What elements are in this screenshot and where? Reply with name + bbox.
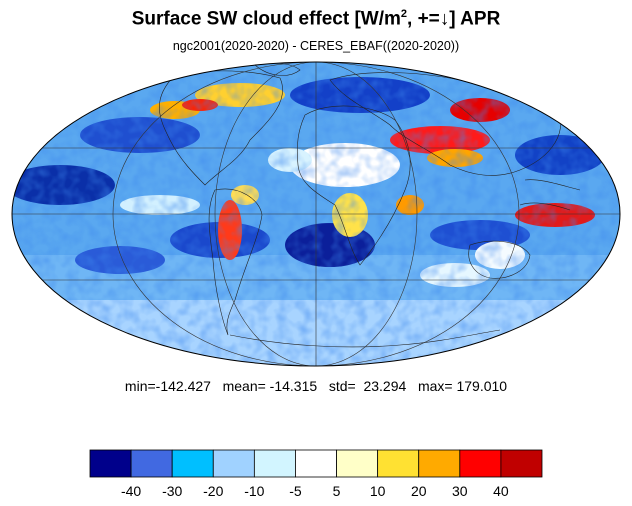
colorbar-tick-label: 20 <box>411 483 427 499</box>
colorbar-box <box>171 449 214 478</box>
plot-subtitle: ngc2001(2020-2020) - CERES_EBAF((2020-20… <box>172 39 460 53</box>
summary-statistics: min=-142.427 mean= -14.315 std= 23.294 m… <box>124 378 508 394</box>
colorbar-box <box>418 449 461 478</box>
colorbar-box <box>253 449 296 478</box>
graticule <box>12 62 620 366</box>
colorbar-box <box>500 449 543 478</box>
colorbar-box <box>377 449 420 478</box>
colorbar-tick-label: 5 <box>333 483 341 499</box>
colorbar-box <box>130 449 173 478</box>
coastlines <box>159 62 581 348</box>
colorbar-tick-label: 10 <box>370 483 386 499</box>
plot-title: Surface SW cloud effect [W/m2, +=↓] APR <box>131 8 501 30</box>
world-map <box>11 61 621 367</box>
colorbar-box <box>459 449 502 478</box>
colorbar-tick-label: -10 <box>244 483 264 499</box>
colorbar-box <box>89 449 132 478</box>
colorbar-tick-label: 40 <box>493 483 509 499</box>
colorbar-box <box>336 449 379 478</box>
colorbar-tick-label: -20 <box>203 483 223 499</box>
map-border <box>11 61 621 367</box>
colorbar-box <box>295 449 337 478</box>
colorbar-tick-label: -40 <box>121 483 141 499</box>
colorbar-box <box>212 449 255 478</box>
colorbar-tick-label: 30 <box>452 483 468 499</box>
colorbar-boxes <box>89 449 543 478</box>
colorbar-tick-label: -30 <box>162 483 182 499</box>
colorbar-tick-label: -5 <box>289 483 302 499</box>
colorbar-labels: -40 -30 -20 -10 -5 5 10 20 30 40 <box>121 483 509 499</box>
